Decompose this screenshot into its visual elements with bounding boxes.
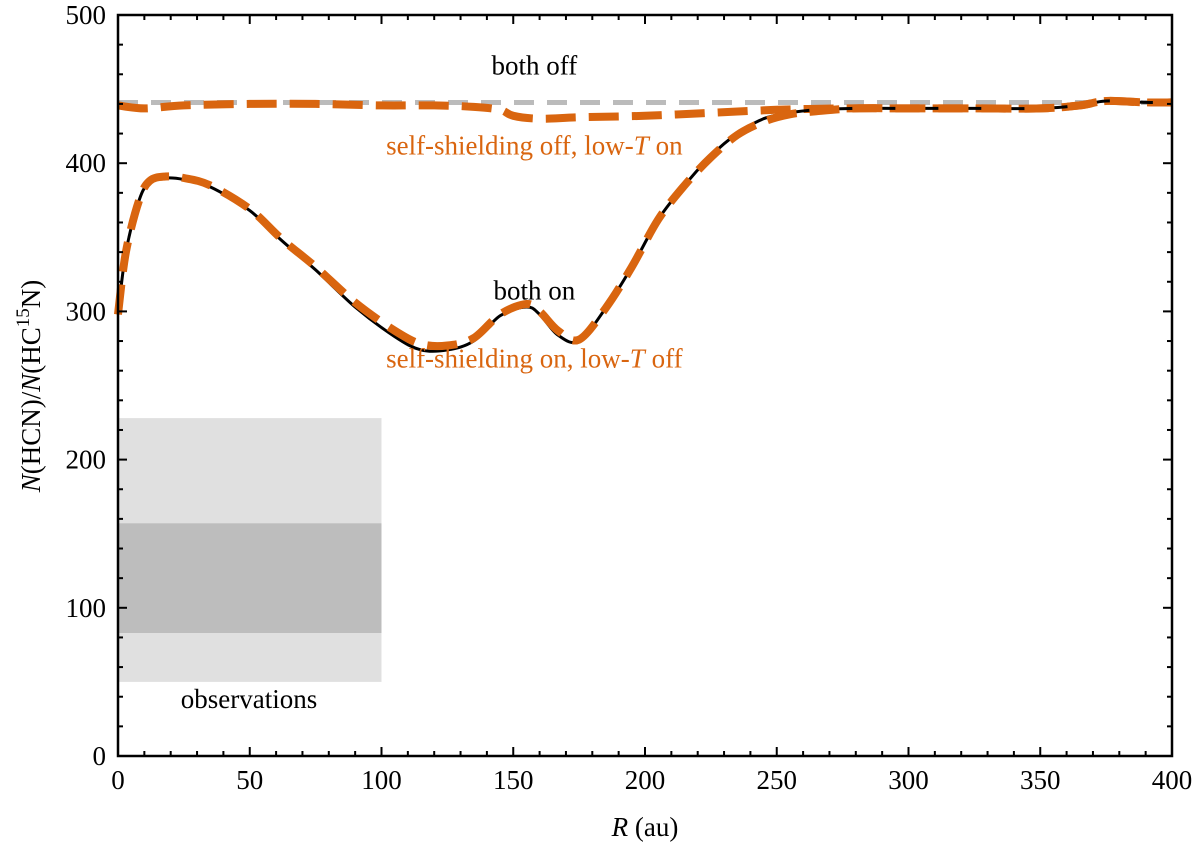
series-line-self-shielding-on-low-t-off bbox=[114, 96, 1173, 351]
x-tick-label: 300 bbox=[888, 765, 929, 795]
x-tick-label: 0 bbox=[111, 765, 125, 795]
x-tick-label: 200 bbox=[625, 765, 666, 795]
x-axis-title: R (au) bbox=[611, 812, 679, 842]
annotation-self-shielding-on: self-shielding on, low-T off bbox=[386, 344, 683, 374]
data-lines bbox=[114, 96, 1173, 353]
annotation-self-shielding-off: self-shielding off, low-T on bbox=[386, 130, 683, 160]
x-tick-label: 50 bbox=[236, 765, 263, 795]
y-tick-label: 100 bbox=[66, 593, 107, 623]
x-tick-label: 400 bbox=[1152, 765, 1193, 795]
y-tick-label: 300 bbox=[66, 296, 107, 326]
observations-label: observations bbox=[181, 684, 317, 714]
annotation-both-on: both on bbox=[493, 276, 575, 306]
plot-frame bbox=[116, 13, 1174, 758]
x-tick-label: 100 bbox=[361, 765, 402, 795]
y-tick-label: 0 bbox=[93, 741, 107, 771]
y-axis-title: N(HCN)/N(HC15N) bbox=[13, 280, 46, 494]
observation-bands bbox=[118, 418, 382, 682]
tick-labels: 0 50 100 150 200 250 300 350 400 0 100 200 300 400 500 bbox=[66, 0, 1193, 795]
annotation-both-off: both off bbox=[491, 50, 577, 80]
x-tick-label: 350 bbox=[1020, 765, 1061, 795]
observation-band-inner bbox=[118, 523, 382, 633]
x-tick-label: 150 bbox=[493, 765, 534, 795]
y-tick-label: 400 bbox=[66, 148, 107, 178]
y-tick-label: 200 bbox=[66, 445, 107, 475]
y-tick-label: 500 bbox=[66, 0, 107, 30]
x-tick-label: 250 bbox=[757, 765, 798, 795]
